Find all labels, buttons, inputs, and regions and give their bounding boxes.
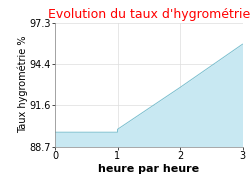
Title: Evolution du taux d'hygrométrie: Evolution du taux d'hygrométrie bbox=[48, 8, 250, 21]
X-axis label: heure par heure: heure par heure bbox=[98, 164, 199, 174]
Y-axis label: Taux hygrométrie %: Taux hygrométrie % bbox=[18, 36, 28, 133]
